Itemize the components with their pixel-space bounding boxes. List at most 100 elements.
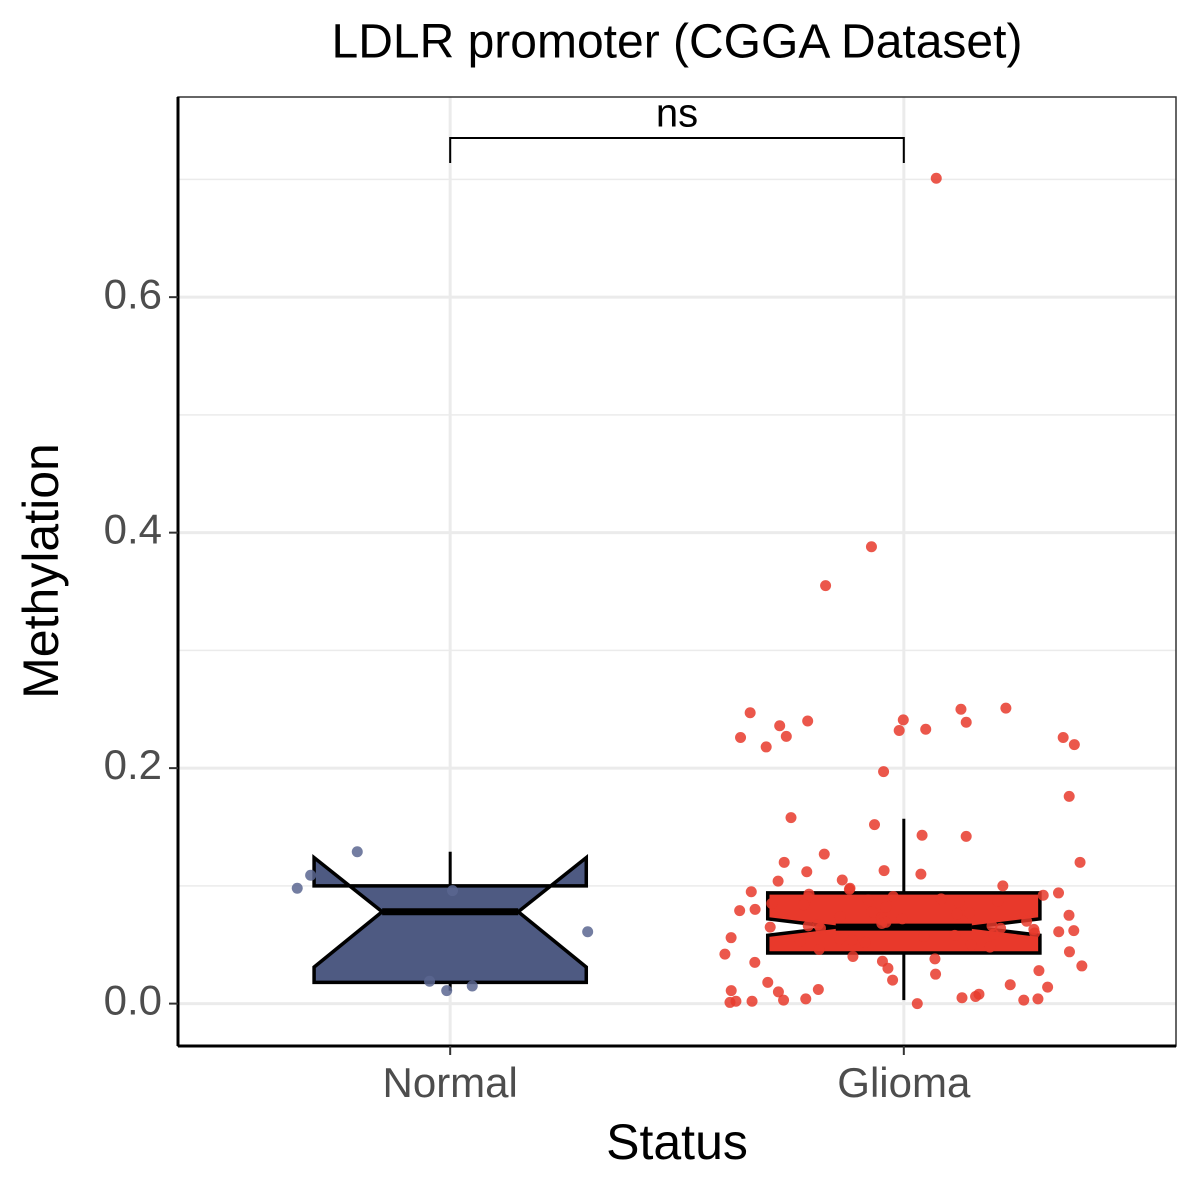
data-point	[745, 886, 757, 898]
data-point	[893, 724, 905, 736]
data-point	[798, 899, 810, 911]
data-point	[1057, 732, 1069, 744]
data-point	[847, 951, 859, 963]
data-point	[812, 983, 824, 995]
data-point	[780, 730, 792, 742]
data-point	[1033, 965, 1045, 977]
data-point	[802, 715, 814, 727]
data-point	[724, 996, 736, 1008]
data-point	[865, 541, 877, 553]
data-point	[920, 723, 932, 735]
data-point	[764, 921, 776, 933]
data-point	[997, 880, 1009, 892]
data-point	[869, 819, 881, 831]
data-point	[734, 905, 746, 917]
data-point	[814, 922, 826, 934]
data-point	[953, 896, 965, 908]
data-point	[746, 995, 758, 1007]
data-point	[1068, 925, 1080, 937]
data-point	[911, 998, 923, 1010]
data-point	[963, 907, 975, 919]
data-point	[951, 908, 963, 920]
data-point	[802, 920, 814, 932]
data-point	[955, 703, 967, 715]
data-point	[778, 994, 790, 1006]
chart-title: LDLR promoter (CGGA Dataset)	[332, 16, 1023, 69]
data-point	[846, 934, 858, 946]
data-point	[876, 918, 888, 930]
data-point	[988, 928, 1000, 940]
data-point	[834, 910, 846, 922]
data-point	[305, 869, 317, 881]
data-point	[725, 932, 737, 944]
data-point	[760, 741, 772, 753]
y-tick-label: 0.6	[104, 270, 162, 317]
y-tick-label: 0.4	[104, 506, 162, 553]
data-point	[749, 903, 761, 915]
data-point	[762, 976, 774, 988]
y-tick-label: 0.2	[104, 741, 162, 788]
data-point	[351, 846, 363, 858]
data-point	[774, 720, 786, 732]
data-point	[930, 172, 942, 184]
x-axis-title: Status	[606, 1114, 748, 1170]
data-point	[1004, 979, 1016, 991]
data-point	[744, 707, 756, 719]
data-point	[820, 580, 832, 592]
y-tick-label: 0.0	[104, 977, 162, 1024]
data-point	[1032, 993, 1044, 1005]
data-point	[859, 936, 871, 948]
data-point	[862, 894, 874, 906]
data-point	[466, 980, 478, 992]
significance-label: ns	[656, 92, 698, 136]
data-point	[882, 962, 894, 974]
data-point	[1029, 927, 1041, 939]
data-point	[1021, 915, 1033, 927]
data-point	[930, 968, 942, 980]
data-point	[291, 882, 303, 894]
data-point	[897, 714, 909, 726]
significance-bracket	[449, 137, 905, 163]
data-point	[878, 766, 890, 778]
data-point	[843, 883, 855, 895]
data-point	[446, 885, 458, 897]
data-point	[887, 974, 899, 986]
data-point	[785, 812, 797, 824]
data-point	[813, 943, 825, 955]
data-point	[1063, 946, 1075, 958]
data-point	[1074, 856, 1086, 868]
box	[312, 853, 589, 985]
data-point	[916, 829, 928, 841]
data-point	[970, 991, 982, 1003]
data-point	[986, 920, 998, 932]
data-point	[887, 890, 899, 902]
data-point	[801, 866, 813, 878]
data-point	[880, 901, 892, 913]
data-point	[719, 948, 731, 960]
data-point	[915, 868, 927, 880]
data-point	[878, 865, 890, 877]
data-point	[794, 935, 806, 947]
data-point	[960, 830, 972, 842]
data-point	[896, 913, 908, 925]
data-point	[766, 898, 778, 910]
data-point	[1042, 981, 1054, 993]
data-point	[424, 975, 436, 987]
data-point	[866, 906, 878, 918]
data-point	[984, 941, 996, 953]
data-point	[918, 931, 930, 942]
data-point	[965, 939, 977, 951]
data-point	[956, 992, 968, 1004]
data-point	[772, 986, 784, 998]
data-point	[1053, 926, 1065, 938]
data-point	[749, 956, 761, 968]
data-point	[935, 893, 947, 905]
x-tick-label: Glioma	[837, 1059, 971, 1106]
y-axis-title: Methylation	[13, 443, 69, 699]
data-point	[735, 732, 747, 744]
data-point	[949, 929, 961, 941]
data-point	[778, 856, 790, 868]
data-point	[725, 985, 737, 997]
data-point	[818, 848, 830, 860]
